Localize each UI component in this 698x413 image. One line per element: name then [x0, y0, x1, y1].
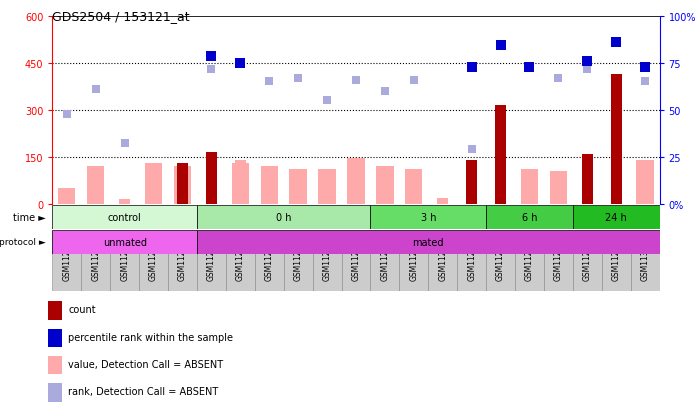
Text: 24 h: 24 h	[605, 212, 627, 222]
Bar	[260, 167, 278, 204]
Text: GSM112970: GSM112970	[554, 234, 563, 280]
Bar	[611, 74, 622, 204]
Bar	[581, 154, 593, 204]
Bar	[290, 170, 307, 204]
Text: GSM112972: GSM112972	[611, 234, 621, 280]
Bar	[573, 205, 660, 229]
Bar	[521, 170, 538, 204]
Bar	[371, 205, 486, 229]
Bar	[544, 231, 573, 291]
Text: GSM112962: GSM112962	[380, 234, 389, 280]
Bar	[235, 161, 246, 204]
Text: GSM112950: GSM112950	[322, 234, 332, 280]
Bar	[197, 205, 371, 229]
Text: control: control	[107, 212, 142, 222]
Bar	[81, 231, 110, 291]
Bar	[168, 231, 197, 291]
Bar	[48, 383, 61, 401]
Bar	[486, 231, 515, 291]
Text: GSM112964: GSM112964	[438, 234, 447, 280]
Text: unmated: unmated	[103, 237, 147, 247]
Bar	[348, 159, 364, 204]
Bar	[226, 231, 255, 291]
Text: count: count	[68, 305, 96, 315]
Text: GSM113345: GSM113345	[641, 234, 650, 280]
Bar	[283, 231, 313, 291]
Bar	[515, 231, 544, 291]
Text: GDS2504 / 153121_at: GDS2504 / 153121_at	[52, 10, 190, 23]
Bar	[58, 189, 75, 204]
Text: GSM112971: GSM112971	[583, 234, 592, 280]
Bar	[139, 231, 168, 291]
Text: GSM112963: GSM112963	[409, 234, 418, 280]
Text: 0 h: 0 h	[276, 212, 292, 222]
Text: GSM112931: GSM112931	[62, 234, 71, 280]
Bar	[197, 231, 226, 291]
Text: rank, Detection Call = ABSENT: rank, Detection Call = ABSENT	[68, 387, 218, 396]
Bar	[48, 329, 61, 347]
Bar	[206, 153, 217, 204]
Text: value, Detection Call = ABSENT: value, Detection Call = ABSENT	[68, 359, 223, 369]
Bar	[318, 170, 336, 204]
Bar	[48, 356, 61, 374]
Bar	[232, 164, 249, 204]
Bar	[371, 231, 399, 291]
Text: GSM112946: GSM112946	[207, 234, 216, 280]
Bar	[52, 231, 81, 291]
Text: percentile rank within the sample: percentile rank within the sample	[68, 332, 233, 342]
Bar	[466, 161, 477, 204]
Bar	[48, 301, 61, 320]
Text: GSM112965: GSM112965	[467, 234, 476, 280]
Text: time ►: time ►	[13, 212, 46, 222]
Text: GSM112967: GSM112967	[496, 234, 505, 280]
Bar	[177, 164, 188, 204]
Bar	[61, 198, 73, 204]
Text: GSM112942: GSM112942	[120, 234, 129, 280]
Text: GSM112945: GSM112945	[178, 234, 187, 280]
Bar	[429, 231, 457, 291]
Bar	[87, 167, 105, 204]
Text: GSM112943: GSM112943	[149, 234, 158, 280]
Bar	[637, 161, 654, 204]
Bar	[52, 205, 197, 229]
Bar	[110, 231, 139, 291]
Bar	[376, 167, 394, 204]
Bar	[313, 231, 341, 291]
Text: GSM112947: GSM112947	[236, 234, 245, 280]
Bar	[119, 200, 131, 204]
Bar	[145, 164, 162, 204]
Text: GSM112948: GSM112948	[265, 234, 274, 280]
Bar	[602, 231, 631, 291]
Bar	[405, 170, 422, 204]
Text: GSM112968: GSM112968	[525, 234, 534, 280]
Bar	[573, 231, 602, 291]
Bar	[197, 230, 660, 254]
Bar	[486, 205, 573, 229]
Text: GSM112949: GSM112949	[294, 234, 303, 280]
Bar	[550, 171, 567, 204]
Text: GSM112952: GSM112952	[352, 234, 360, 280]
Text: 3 h: 3 h	[420, 212, 436, 222]
Bar	[255, 231, 283, 291]
Text: protocol ►: protocol ►	[0, 237, 46, 247]
Bar	[437, 198, 448, 204]
Bar	[457, 231, 486, 291]
Bar	[495, 106, 506, 204]
Text: GSM112935: GSM112935	[91, 234, 101, 280]
Text: 6 h: 6 h	[521, 212, 537, 222]
Bar	[52, 230, 197, 254]
Text: mated: mated	[413, 237, 444, 247]
Bar	[631, 231, 660, 291]
Bar	[399, 231, 429, 291]
Bar	[174, 167, 191, 204]
Bar	[341, 231, 371, 291]
